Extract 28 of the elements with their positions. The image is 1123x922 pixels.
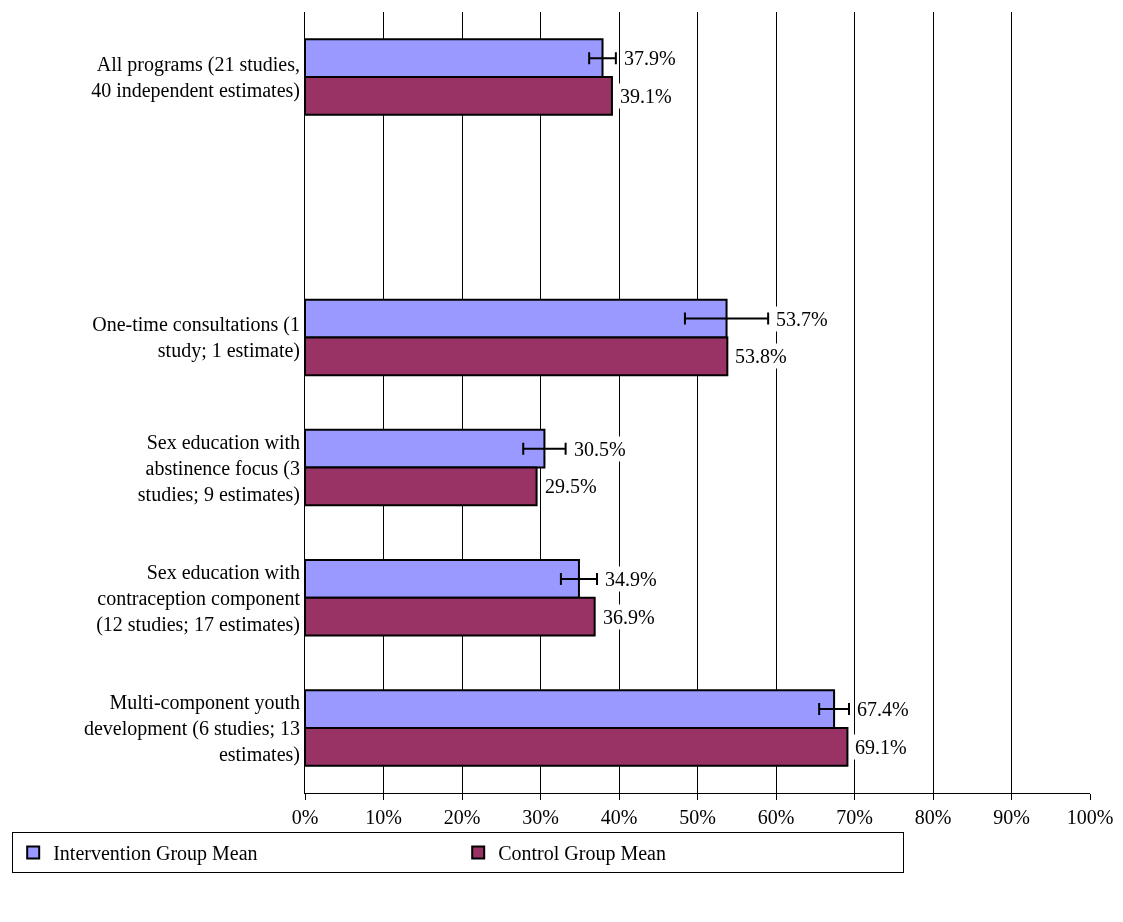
data-label: 53.8% — [735, 345, 787, 367]
data-label: 34.9% — [605, 568, 657, 590]
y-tick-label: Sex education with contraception component (12 studies; 17 estimates) — [96, 560, 301, 636]
x-tick-label: 90% — [993, 806, 1030, 828]
x-tick-label: 100% — [1066, 806, 1114, 828]
data-label: 69.1% — [855, 736, 907, 758]
data-label: 29.5% — [545, 475, 597, 497]
x-tick-label: 0% — [291, 806, 319, 828]
x-tick-label: 80% — [914, 806, 952, 828]
y-tick-label: All programs (21 studies, 40 independent estimates) — [91, 53, 300, 103]
data-label: 67.4% — [857, 698, 909, 720]
data-label: 37.9% — [624, 47, 676, 69]
data-label: 53.7% — [776, 308, 828, 330]
data-label: 36.9% — [603, 606, 655, 628]
y-tick-label: Multi-component youth development (6 studies; 13 estimates) — [83, 690, 300, 766]
legend-label: Intervention Group Mean — [53, 842, 258, 866]
x-tick-label: 50% — [679, 806, 716, 828]
x-tick-label: 30% — [522, 806, 559, 828]
x-tick-label: 40% — [600, 806, 638, 828]
x-tick-label: 70% — [836, 806, 873, 828]
data-label: 39.1% — [620, 85, 672, 107]
x-tick-label: 10% — [365, 806, 402, 828]
y-tick-label: Sex education with abstinence focus (3 studies; 9 estimates) — [137, 430, 300, 506]
legend-label: Control Group Mean — [498, 842, 666, 866]
x-tick-label: 60% — [757, 806, 795, 828]
data-label: 30.5% — [574, 438, 626, 460]
y-tick-label: One-time consultations (1 study; 1 estimate) — [92, 313, 300, 363]
x-tick-label: 20% — [443, 806, 481, 828]
